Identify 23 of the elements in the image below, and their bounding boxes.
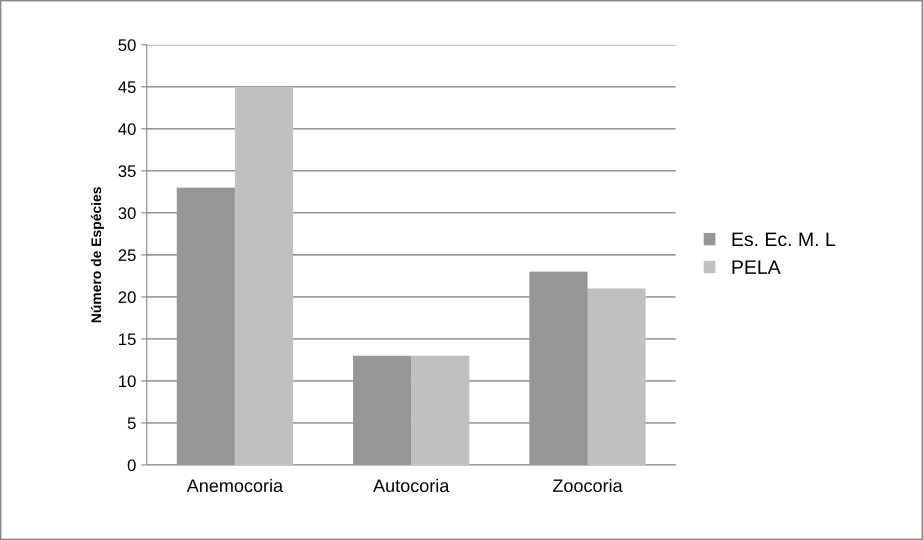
y-axis-title: Número de Espécies bbox=[90, 187, 104, 322]
y-tick-label: 0 bbox=[128, 459, 136, 472]
y-tick-label: 30 bbox=[118, 207, 136, 220]
y-tick-label: 15 bbox=[119, 333, 136, 346]
bar bbox=[176, 188, 235, 465]
legend-label: PELA bbox=[732, 260, 781, 274]
y-tick-label: 10 bbox=[119, 375, 136, 388]
bar bbox=[411, 356, 470, 465]
bar bbox=[529, 272, 588, 465]
y-tick-label: 50 bbox=[118, 39, 136, 52]
bar bbox=[353, 356, 412, 465]
y-tick-label: 5 bbox=[128, 418, 136, 430]
y-tick-label: 45 bbox=[118, 81, 136, 94]
y-tick-label: 20 bbox=[118, 291, 136, 304]
bar bbox=[234, 86, 294, 465]
legend-label: Es. Ec. M. L bbox=[732, 232, 836, 246]
y-tick-label: 35 bbox=[118, 165, 136, 178]
bar bbox=[587, 288, 646, 465]
x-tick-label: Autocoria bbox=[373, 478, 450, 492]
x-tick-label: Zoocoria bbox=[552, 478, 623, 492]
y-tick-label: 25 bbox=[118, 249, 136, 262]
y-tick-label: 40 bbox=[118, 123, 136, 136]
x-tick-label: Anemocoria bbox=[186, 478, 284, 492]
